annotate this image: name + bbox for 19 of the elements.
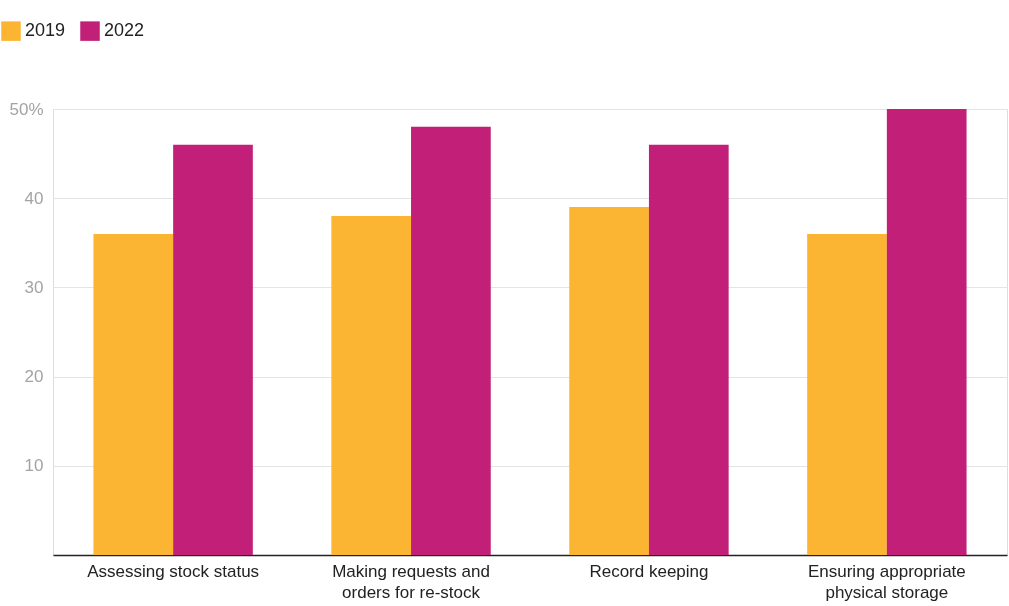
bar	[411, 126, 491, 555]
bar	[886, 109, 967, 555]
x-tick-label: Making requests and orders for re-stock	[332, 561, 490, 602]
bar	[331, 216, 412, 555]
y-tick-label: 20	[24, 367, 44, 387]
x-tick-label: Assessing stock status	[87, 561, 260, 581]
y-tick-label: 50%	[9, 99, 44, 119]
y-tick-label: 40	[24, 188, 44, 208]
legend-label: 2019	[25, 20, 66, 41]
bar	[569, 207, 649, 555]
bar	[93, 233, 174, 555]
bar	[648, 144, 729, 555]
bar	[173, 144, 253, 555]
y-tick-label: 10	[24, 456, 44, 476]
y-tick-label: 30	[24, 277, 44, 297]
bar	[807, 233, 887, 555]
x-tick-label: Record keeping	[589, 561, 709, 581]
x-tick-label: Ensuring appropriate physical storage	[807, 561, 966, 602]
legend-label: 2022	[104, 20, 145, 41]
